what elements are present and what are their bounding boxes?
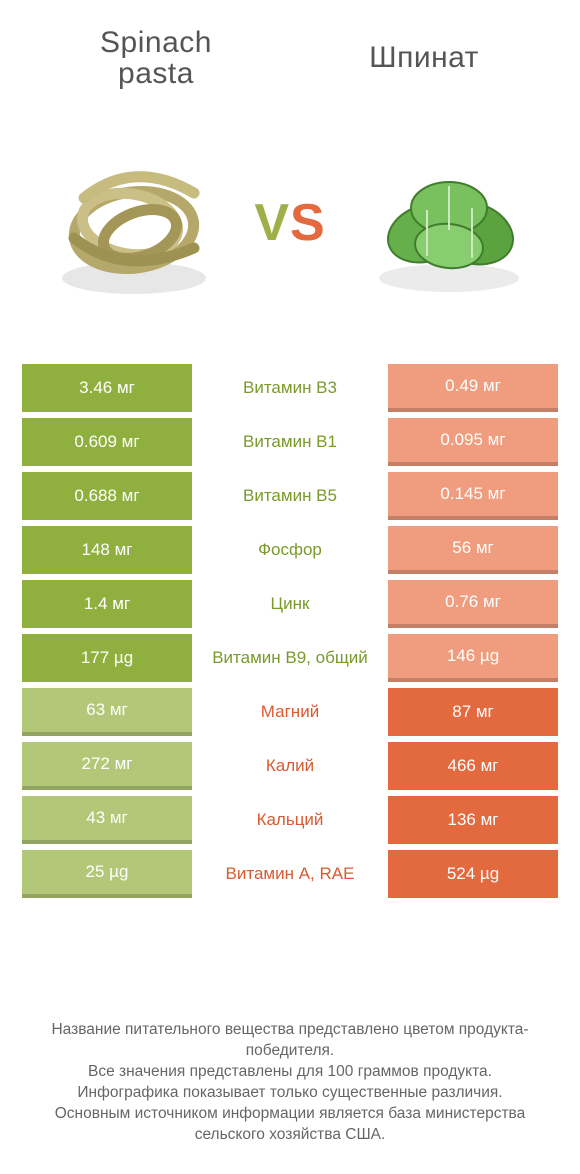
table-row: 25 µgВитамин A, RAE524 µg (22, 850, 558, 898)
nutrient-label: Кальций (192, 796, 388, 844)
value-left: 0.609 мг (22, 418, 192, 466)
table-row: 148 мгФосфор56 мг (22, 526, 558, 574)
table-row: 3.46 мгВитамин B30.49 мг (22, 364, 558, 412)
vs-label: VS (245, 193, 335, 253)
value-left: 63 мг (22, 688, 192, 736)
image-row: VS (22, 108, 558, 338)
title-left: Spinach pasta (22, 18, 290, 98)
vs-v: V (254, 194, 290, 252)
value-left: 272 мг (22, 742, 192, 790)
value-right: 524 µg (388, 850, 558, 898)
value-right: 0.49 мг (388, 364, 558, 412)
nutrient-label: Калий (192, 742, 388, 790)
nutrient-label: Витамин B5 (192, 472, 388, 520)
image-right (335, 138, 558, 308)
value-left: 43 мг (22, 796, 192, 844)
comparison-table: 3.46 мгВитамин B30.49 мг0.609 мгВитамин … (22, 364, 558, 904)
value-right: 146 µg (388, 634, 558, 682)
value-left: 177 µg (22, 634, 192, 682)
value-right: 87 мг (388, 688, 558, 736)
footer-line: Название питательного вещества представл… (26, 1020, 554, 1062)
table-row: 1.4 мгЦинк0.76 мг (22, 580, 558, 628)
table-row: 177 µgВитамин B9, общий146 µg (22, 634, 558, 682)
footer-line: Инфографика показывает только существенн… (26, 1083, 554, 1104)
value-left: 148 мг (22, 526, 192, 574)
title-row: Spinach pasta Шпинат (22, 18, 558, 98)
nutrient-label: Витамин B3 (192, 364, 388, 412)
footer-line: Все значения представлены для 100 граммо… (26, 1062, 554, 1083)
pasta-icon (44, 138, 224, 308)
image-left (22, 138, 245, 308)
footer-line: Основным источником информации является … (26, 1104, 554, 1146)
table-row: 0.688 мгВитамин B50.145 мг (22, 472, 558, 520)
value-right: 0.76 мг (388, 580, 558, 628)
value-right: 136 мг (388, 796, 558, 844)
nutrient-label: Фосфор (192, 526, 388, 574)
table-row: 0.609 мгВитамин B10.095 мг (22, 418, 558, 466)
value-right: 0.145 мг (388, 472, 558, 520)
table-row: 63 мгМагний87 мг (22, 688, 558, 736)
value-left: 25 µg (22, 850, 192, 898)
nutrient-label: Витамин A, RAE (192, 850, 388, 898)
vs-s: S (290, 194, 326, 252)
value-left: 0.688 мг (22, 472, 192, 520)
value-right: 56 мг (388, 526, 558, 574)
nutrient-label: Витамин B9, общий (192, 634, 388, 682)
footer-notes: Название питательного вещества представл… (22, 1020, 558, 1152)
value-left: 3.46 мг (22, 364, 192, 412)
table-row: 43 мгКальций136 мг (22, 796, 558, 844)
table-row: 272 мгКалий466 мг (22, 742, 558, 790)
spinach-icon (357, 138, 537, 308)
value-left: 1.4 мг (22, 580, 192, 628)
nutrient-label: Витамин B1 (192, 418, 388, 466)
nutrient-label: Магний (192, 688, 388, 736)
value-right: 466 мг (388, 742, 558, 790)
nutrient-label: Цинк (192, 580, 388, 628)
title-right: Шпинат (290, 18, 558, 98)
value-right: 0.095 мг (388, 418, 558, 466)
